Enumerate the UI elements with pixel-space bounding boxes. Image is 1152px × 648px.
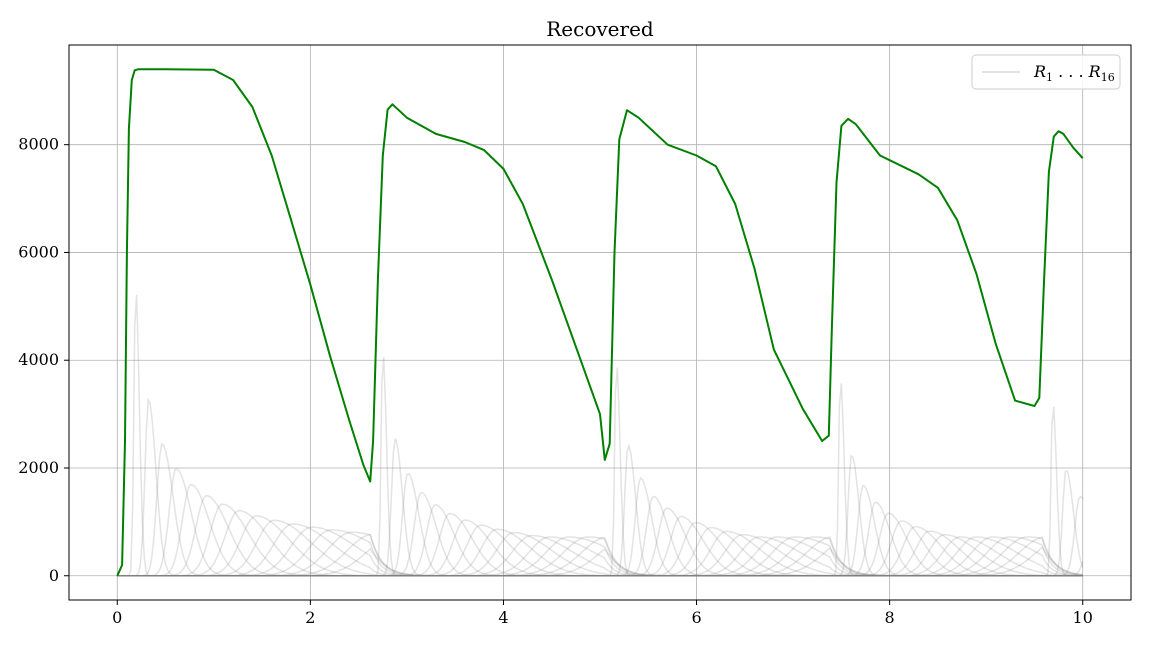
component-curve-14 xyxy=(117,533,1083,577)
component-curve-7 xyxy=(117,509,1083,577)
x-tick-label-0: 0 xyxy=(112,608,122,627)
legend-label: R1 . . . R16 xyxy=(1033,62,1115,84)
component-curve-49 xyxy=(117,454,1083,577)
component-curve-47 xyxy=(117,547,1083,577)
component-curve-20 xyxy=(117,504,1083,577)
component-curve-58 xyxy=(117,536,1083,577)
component-curve-46 xyxy=(117,536,1083,577)
component-curve-50 xyxy=(117,485,1083,577)
legend: R1 . . . R16 xyxy=(971,54,1121,90)
total-recovered-line xyxy=(116,68,1084,577)
total-series xyxy=(116,68,1084,577)
component-curve-43 xyxy=(117,536,1083,577)
y-tick-label-4: 8000 xyxy=(18,135,59,154)
component-curve-45 xyxy=(117,536,1083,577)
grid-lines xyxy=(69,45,1131,600)
y-tick-label-0: 0 xyxy=(49,566,59,585)
component-curve-22 xyxy=(117,519,1083,577)
component-curve-31 xyxy=(117,548,1083,577)
component-curve-33 xyxy=(117,442,1083,577)
component-curve-36 xyxy=(117,507,1083,577)
x-tick-label-1: 2 xyxy=(305,608,315,627)
component-curves xyxy=(117,294,1084,577)
component-curve-55 xyxy=(117,530,1083,577)
component-curve-39 xyxy=(117,526,1083,577)
component-curve-61 xyxy=(117,536,1083,577)
component-curve-26 xyxy=(117,534,1083,577)
component-curve-29 xyxy=(117,536,1083,577)
component-curve-37 xyxy=(117,515,1083,577)
component-curve-53 xyxy=(117,520,1083,577)
component-curve-60 xyxy=(117,536,1083,577)
component-curve-54 xyxy=(117,525,1083,577)
x-tick-label-3: 6 xyxy=(691,608,701,627)
component-curve-6 xyxy=(117,503,1083,577)
component-curve-23 xyxy=(117,524,1083,577)
component-curve-15 xyxy=(117,547,1083,577)
component-curve-64 xyxy=(117,406,1083,577)
component-curve-18 xyxy=(117,472,1083,577)
component-curve-9 xyxy=(117,519,1083,577)
component-curve-32 xyxy=(117,367,1083,577)
component-curve-27 xyxy=(117,536,1083,577)
component-curve-34 xyxy=(117,476,1083,577)
component-curve-11 xyxy=(117,526,1083,577)
component-curve-51 xyxy=(117,501,1083,577)
component-curve-59 xyxy=(117,536,1083,577)
component-curve-2 xyxy=(117,442,1083,577)
component-curve-48 xyxy=(117,383,1083,577)
component-curve-28 xyxy=(117,536,1083,577)
component-curve-25 xyxy=(117,531,1083,577)
axis-ticks: 0 2 4 6 8 10 0 2000 4000 6000 8000 xyxy=(18,135,1093,627)
y-tick-label-1: 2000 xyxy=(18,458,59,477)
y-tick-label-2: 4000 xyxy=(18,350,59,369)
legend-box xyxy=(971,54,1121,90)
component-curve-65 xyxy=(117,469,1084,577)
x-tick-label-5: 10 xyxy=(1073,608,1093,627)
x-tick-label-2: 4 xyxy=(498,608,508,627)
component-curve-38 xyxy=(117,521,1083,577)
component-curve-24 xyxy=(117,528,1083,577)
component-curve-16 xyxy=(117,357,1083,577)
y-tick-label-3: 6000 xyxy=(18,242,59,261)
component-curve-57 xyxy=(117,536,1083,577)
component-curve-19 xyxy=(117,491,1083,577)
component-curve-5 xyxy=(117,494,1083,577)
component-curve-0 xyxy=(117,294,1083,577)
component-curve-66 xyxy=(117,495,1084,577)
chart-title: Recovered xyxy=(546,17,654,41)
component-curve-4 xyxy=(117,483,1083,577)
component-curve-10 xyxy=(117,523,1083,577)
component-curve-56 xyxy=(117,534,1083,577)
component-curve-1 xyxy=(117,397,1083,577)
component-curve-40 xyxy=(117,530,1083,577)
component-curve-44 xyxy=(117,536,1083,577)
component-curve-63 xyxy=(117,546,1083,577)
component-curve-17 xyxy=(117,438,1083,577)
component-curve-30 xyxy=(117,536,1083,577)
component-curve-41 xyxy=(117,533,1083,577)
component-curve-67 xyxy=(117,560,1084,577)
component-curve-42 xyxy=(117,536,1083,577)
component-curve-62 xyxy=(117,536,1083,577)
plot-frame xyxy=(68,44,1132,601)
component-curve-35 xyxy=(117,495,1083,577)
component-curve-52 xyxy=(117,512,1083,577)
component-curve-13 xyxy=(117,531,1083,577)
component-curve-12 xyxy=(117,529,1083,577)
x-tick-label-4: 8 xyxy=(885,608,895,627)
component-curve-3 xyxy=(117,467,1083,577)
component-curve-21 xyxy=(117,512,1083,577)
component-curve-8 xyxy=(117,515,1083,577)
